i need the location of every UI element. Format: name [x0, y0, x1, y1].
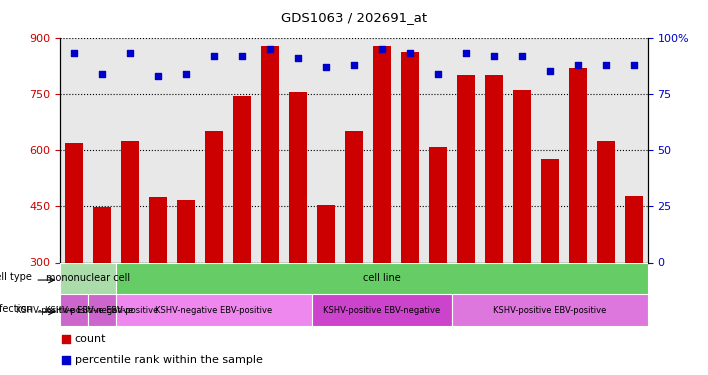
Text: KSHV-positive EBV-negative: KSHV-positive EBV-negative: [16, 306, 133, 315]
Bar: [88, 294, 116, 326]
Text: KSHV-positive EBV-negative: KSHV-positive EBV-negative: [324, 306, 440, 315]
Point: [401, 90, 413, 96]
Point: [264, 46, 275, 52]
Bar: [429, 147, 447, 262]
Text: cell line: cell line: [363, 273, 401, 284]
Point: [460, 50, 472, 56]
Bar: [312, 294, 452, 326]
Bar: [569, 68, 587, 262]
Text: KSHV-positive EBV-positive: KSHV-positive EBV-positive: [45, 306, 159, 315]
Point: [320, 64, 331, 70]
Bar: [624, 196, 643, 262]
Point: [516, 53, 527, 58]
Bar: [513, 90, 531, 262]
Bar: [149, 197, 167, 262]
Point: [152, 73, 164, 79]
Bar: [317, 205, 335, 262]
Point: [69, 50, 80, 56]
Bar: [177, 200, 195, 262]
Text: percentile rank within the sample: percentile rank within the sample: [75, 355, 263, 365]
Text: infection: infection: [0, 304, 33, 314]
Point: [628, 62, 639, 68]
Bar: [205, 131, 223, 262]
Bar: [452, 294, 648, 326]
Bar: [345, 131, 363, 262]
Point: [348, 62, 360, 68]
Point: [404, 50, 416, 56]
Point: [377, 46, 388, 52]
Bar: [60, 294, 88, 326]
Text: KSHV-negative EBV-positive: KSHV-negative EBV-positive: [156, 306, 273, 315]
Point: [208, 53, 219, 58]
Text: KSHV-positive EBV-positive: KSHV-positive EBV-positive: [493, 306, 607, 315]
Point: [600, 62, 612, 68]
Point: [572, 62, 583, 68]
Bar: [93, 207, 111, 262]
Bar: [60, 262, 116, 294]
Point: [544, 68, 556, 74]
Bar: [541, 159, 559, 262]
Text: mononuclear cell: mononuclear cell: [46, 273, 130, 284]
Point: [489, 53, 500, 58]
Point: [96, 70, 108, 76]
Bar: [457, 75, 475, 262]
Bar: [261, 46, 279, 262]
Bar: [121, 141, 139, 262]
Point: [181, 70, 192, 76]
Point: [433, 70, 444, 76]
Text: cell type: cell type: [0, 272, 33, 282]
Bar: [233, 96, 251, 262]
Bar: [116, 294, 312, 326]
Bar: [289, 92, 307, 262]
Bar: [597, 141, 615, 262]
Point: [236, 53, 248, 58]
Bar: [373, 46, 391, 262]
Bar: [401, 52, 419, 262]
Bar: [65, 142, 84, 262]
Point: [401, 278, 413, 284]
Text: count: count: [75, 334, 106, 344]
Text: GDS1063 / 202691_at: GDS1063 / 202691_at: [281, 11, 427, 24]
Point: [292, 55, 304, 61]
Point: [125, 50, 136, 56]
Bar: [485, 75, 503, 262]
